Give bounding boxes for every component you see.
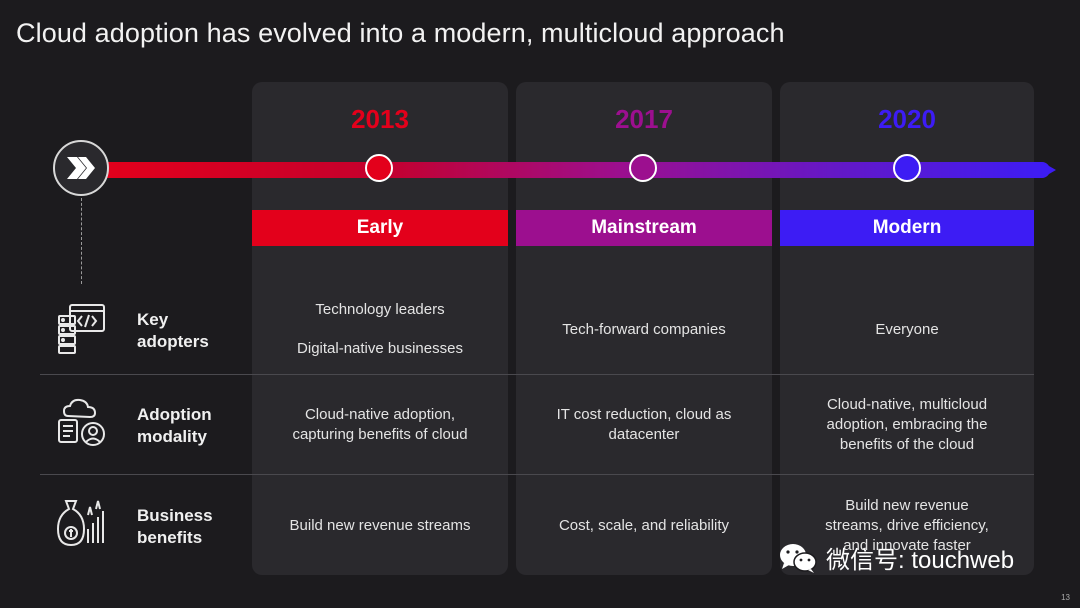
cell-adopters-2020: Everyone bbox=[787, 320, 1027, 340]
cell-benefits-2017: Cost, scale, and reliability bbox=[524, 516, 764, 536]
timeline-dot-2017 bbox=[629, 154, 657, 182]
cell-text: Everyone bbox=[875, 321, 939, 338]
chevron-logo-icon bbox=[53, 140, 109, 196]
cell-benefits-2020: Build new revenue streams, drive efficie… bbox=[787, 496, 1027, 556]
timeline-arrow-icon bbox=[1042, 162, 1056, 178]
stage-mainstream-label: Mainstream bbox=[591, 217, 697, 238]
cell-text: Tech-forward companies bbox=[562, 321, 726, 338]
money-growth-icon bbox=[56, 500, 104, 547]
timeline-dot-2013 bbox=[365, 154, 393, 182]
cell-text: benefits of the cloud bbox=[839, 436, 975, 453]
row-label-adoption-modality: Adoption modality bbox=[137, 404, 212, 448]
cell-benefits-2013: Build new revenue streams bbox=[260, 516, 500, 536]
stage-early: Early bbox=[252, 210, 508, 246]
row-label-business-benefits: Business benefits bbox=[137, 505, 213, 549]
cell-adopters-2013: Technology leaders Digital-native busine… bbox=[260, 300, 500, 359]
cell-text: streams, drive efficiency, bbox=[825, 517, 989, 534]
wechat-icon bbox=[780, 543, 817, 573]
page-number: 13 bbox=[1061, 593, 1070, 602]
era-year-2017: 2017 bbox=[615, 104, 673, 134]
cell-text: Cost, scale, and reliability bbox=[558, 517, 730, 534]
cell-text: capturing benefits of cloud bbox=[292, 426, 468, 443]
row-divider bbox=[40, 474, 1034, 475]
cell-text: Build new revenue streams bbox=[289, 517, 471, 534]
cell-text: Digital-native businesses bbox=[297, 340, 463, 357]
row-label-line: Adoption bbox=[137, 405, 212, 424]
timeline-dot-2020 bbox=[893, 154, 921, 182]
cell-text: Build new revenue bbox=[845, 497, 969, 514]
cell-modality-2020: Cloud-native, multicloud adoption, embra… bbox=[787, 395, 1027, 455]
row-label-line: modality bbox=[137, 427, 207, 446]
dotted-connector bbox=[81, 198, 82, 284]
wechat-watermark: 微信号: touchweb bbox=[778, 540, 1014, 575]
row-label-line: Business bbox=[137, 506, 213, 525]
row-label-key-adopters: Key adopters bbox=[137, 309, 209, 353]
cell-modality-2013: Cloud-native adoption, capturing benefit… bbox=[260, 405, 500, 445]
cell-adopters-2017: Tech-forward companies bbox=[524, 320, 764, 340]
watermark-text: 微信号: touchweb bbox=[826, 547, 1015, 574]
cloud-user-icon bbox=[58, 398, 105, 446]
cell-text: Cloud-native, multicloud bbox=[826, 396, 988, 413]
cell-text: Technology leaders bbox=[315, 301, 445, 318]
row-label-line: Key bbox=[137, 310, 169, 329]
cell-text: and innovate faster bbox=[843, 537, 971, 554]
cell-text: adoption, embracing the bbox=[826, 416, 988, 433]
cell-text: IT cost reduction, cloud as bbox=[556, 406, 732, 423]
row-divider bbox=[40, 374, 1034, 375]
code-server-icon bbox=[58, 304, 105, 354]
era-year-2013: 2013 bbox=[351, 104, 409, 134]
timeline-bar bbox=[96, 162, 1050, 178]
slide-title: Cloud adoption has evolved into a modern… bbox=[16, 18, 785, 48]
row-label-line: benefits bbox=[137, 528, 203, 547]
stage-modern: Modern bbox=[780, 210, 1034, 246]
stage-modern-label: Modern bbox=[872, 217, 942, 238]
stage-mainstream: Mainstream bbox=[516, 210, 772, 246]
row-label-line: adopters bbox=[137, 332, 209, 351]
era-year-2020: 2020 bbox=[878, 104, 936, 134]
cell-text: Cloud-native adoption, bbox=[304, 406, 456, 423]
cell-modality-2017: IT cost reduction, cloud as datacenter bbox=[524, 405, 764, 445]
stage-early-label: Early bbox=[356, 217, 404, 238]
cell-text: datacenter bbox=[608, 426, 680, 443]
